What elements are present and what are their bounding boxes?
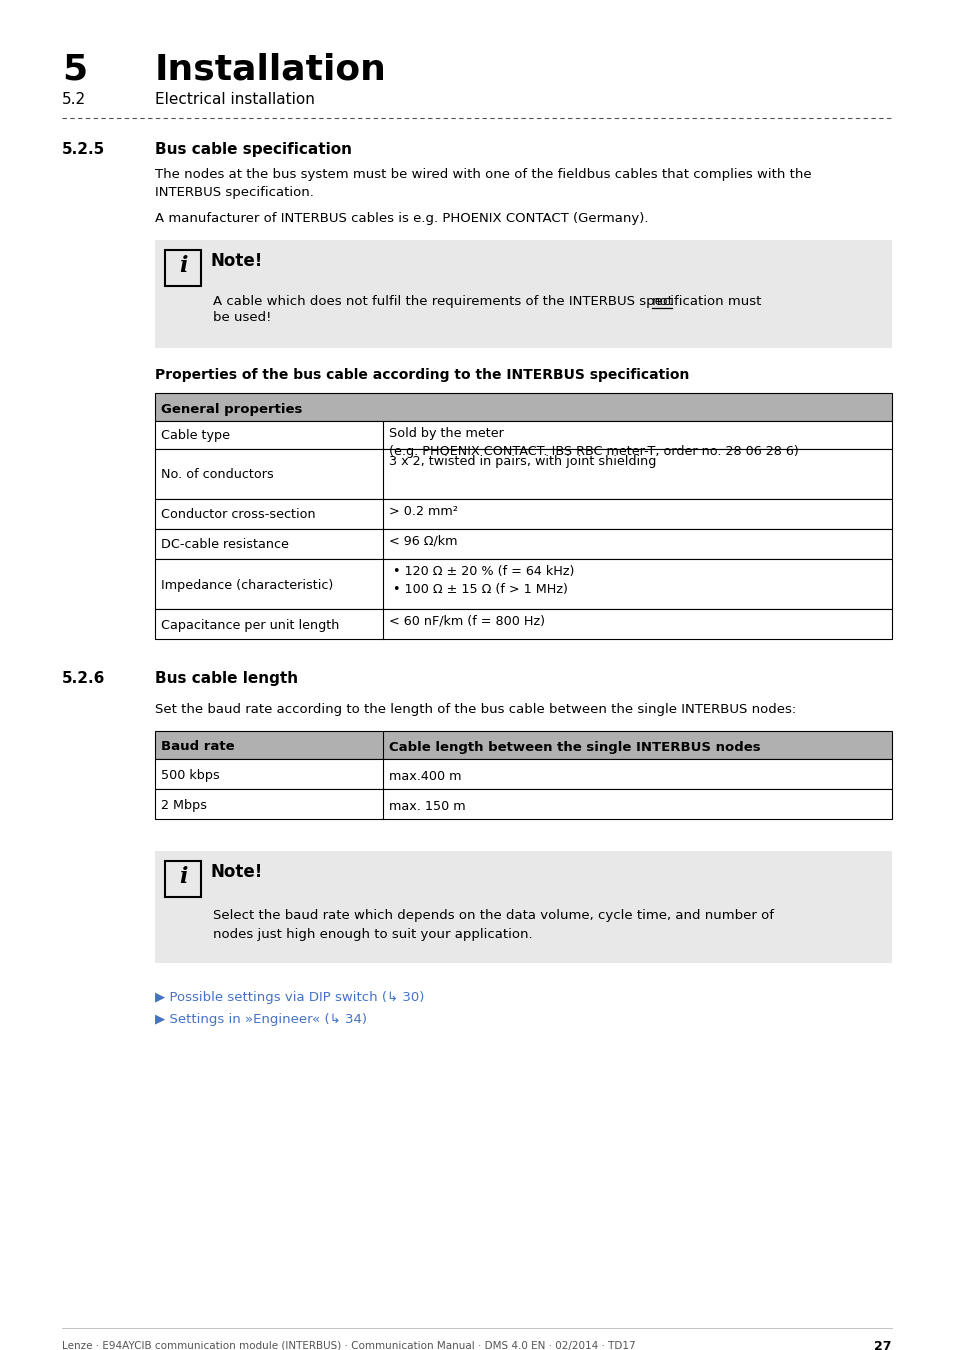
Text: max.400 m: max.400 m [389, 769, 461, 783]
Text: 5.2.5: 5.2.5 [62, 142, 105, 157]
Text: Properties of the bus cable according to the INTERBUS specification: Properties of the bus cable according to… [154, 369, 689, 382]
Bar [154, 730, 891, 759]
Text: Bus cable length: Bus cable length [154, 671, 297, 686]
Text: ▶ Possible settings via DIP switch (↳ 30): ▶ Possible settings via DIP switch (↳ 30… [154, 991, 424, 1004]
Text: Note!: Note! [211, 252, 263, 270]
Text: Installation: Installation [154, 53, 387, 86]
Bar [154, 529, 891, 559]
Text: 500 kbps: 500 kbps [161, 769, 219, 783]
Text: 3 x 2, twisted in pairs, with joint shielding: 3 x 2, twisted in pairs, with joint shie… [389, 455, 656, 468]
Bar [154, 609, 891, 639]
Text: i: i [178, 255, 187, 277]
Text: < 96 Ω/km: < 96 Ω/km [389, 535, 457, 548]
Text: be used!: be used! [213, 310, 271, 324]
Text: Cable length between the single INTERBUS nodes: Cable length between the single INTERBUS… [389, 741, 760, 753]
Text: General properties: General properties [161, 402, 302, 416]
Text: Sold by the meter
(e.g. PHOENIX CONTACT: IBS RBC meter-T, order no. 28 06 28 6): Sold by the meter (e.g. PHOENIX CONTACT:… [389, 427, 798, 458]
Text: < 60 nF/km (f = 800 Hz): < 60 nF/km (f = 800 Hz) [389, 616, 544, 628]
Bar [154, 500, 891, 529]
Text: Cable type: Cable type [161, 429, 230, 443]
Text: Baud rate: Baud rate [161, 741, 234, 753]
Text: 27: 27 [874, 1341, 891, 1350]
Text: Capacitance per unit length: Capacitance per unit length [161, 618, 339, 632]
Text: DC-cable resistance: DC-cable resistance [161, 539, 289, 552]
Text: 2 Mbps: 2 Mbps [161, 799, 207, 813]
Text: The nodes at the bus system must be wired with one of the fieldbus cables that c: The nodes at the bus system must be wire… [154, 167, 811, 198]
Text: A manufacturer of INTERBUS cables is e.g. PHOENIX CONTACT (Germany).: A manufacturer of INTERBUS cables is e.g… [154, 212, 648, 225]
Bar [154, 393, 891, 421]
Text: Lenze · E94AYCIB communication module (INTERBUS) · Communication Manual · DMS 4.: Lenze · E94AYCIB communication module (I… [62, 1341, 635, 1350]
Bar [154, 559, 891, 609]
Text: A cable which does not fulfil the requirements of the INTERBUS specification mus: A cable which does not fulfil the requir… [213, 296, 765, 308]
Text: i: i [178, 865, 187, 888]
Bar [154, 421, 891, 450]
Text: • 120 Ω ± 20 % (f = 64 kHz)
 • 100 Ω ± 15 Ω (f > 1 MHz): • 120 Ω ± 20 % (f = 64 kHz) • 100 Ω ± 15… [389, 566, 574, 595]
Text: Electrical installation: Electrical installation [154, 92, 314, 107]
Text: Note!: Note! [211, 863, 263, 882]
Bar [154, 240, 891, 348]
Text: Select the baud rate which depends on the data volume, cycle time, and number of: Select the baud rate which depends on th… [213, 909, 773, 941]
Text: Bus cable specification: Bus cable specification [154, 142, 352, 157]
Bar [165, 861, 201, 896]
Text: ▶ Settings in »Engineer« (↳ 34): ▶ Settings in »Engineer« (↳ 34) [154, 1012, 367, 1026]
Bar [154, 450, 891, 500]
Text: 5.2: 5.2 [62, 92, 86, 107]
Text: > 0.2 mm²: > 0.2 mm² [389, 505, 457, 518]
Text: Set the baud rate according to the length of the bus cable between the single IN: Set the baud rate according to the lengt… [154, 703, 796, 716]
Bar [154, 759, 891, 788]
Text: not: not [651, 296, 673, 308]
Text: 5.2.6: 5.2.6 [62, 671, 105, 686]
Bar [165, 250, 201, 286]
Bar [154, 850, 891, 963]
Text: max. 150 m: max. 150 m [389, 799, 465, 813]
Text: 5: 5 [62, 53, 87, 86]
Bar [154, 788, 891, 819]
Text: No. of conductors: No. of conductors [161, 468, 274, 482]
Text: Impedance (characteristic): Impedance (characteristic) [161, 579, 333, 591]
Text: Conductor cross-section: Conductor cross-section [161, 509, 315, 521]
